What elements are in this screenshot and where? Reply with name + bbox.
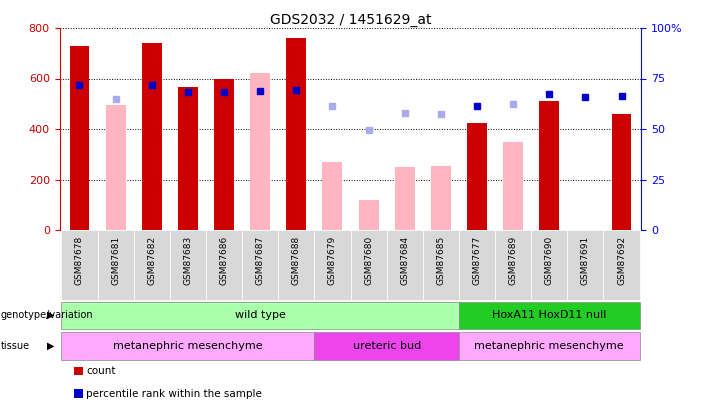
Bar bbox=[567, 230, 604, 300]
Bar bbox=[62, 332, 314, 360]
Bar bbox=[106, 105, 125, 230]
Bar bbox=[503, 142, 523, 230]
Text: percentile rank within the sample: percentile rank within the sample bbox=[86, 388, 262, 399]
Text: GSM87687: GSM87687 bbox=[256, 236, 265, 285]
Bar bbox=[314, 332, 459, 360]
Text: GSM87686: GSM87686 bbox=[219, 236, 229, 285]
Title: GDS2032 / 1451629_at: GDS2032 / 1451629_at bbox=[270, 13, 431, 27]
Text: GSM87690: GSM87690 bbox=[545, 236, 554, 285]
Bar bbox=[350, 230, 387, 300]
Text: GSM87678: GSM87678 bbox=[75, 236, 84, 285]
Bar bbox=[278, 230, 314, 300]
Bar bbox=[170, 230, 206, 300]
Text: metanephric mesenchyme: metanephric mesenchyme bbox=[475, 341, 624, 351]
Text: wild type: wild type bbox=[235, 310, 285, 320]
Bar bbox=[314, 230, 350, 300]
Bar bbox=[459, 332, 639, 360]
Bar bbox=[495, 230, 531, 300]
Text: ▶: ▶ bbox=[46, 341, 54, 351]
Bar bbox=[322, 162, 342, 230]
Bar bbox=[423, 230, 459, 300]
Bar bbox=[431, 166, 451, 230]
Bar bbox=[359, 200, 379, 230]
Bar bbox=[62, 301, 459, 328]
Bar bbox=[387, 230, 423, 300]
Text: GSM87684: GSM87684 bbox=[400, 236, 409, 285]
Bar bbox=[395, 167, 415, 230]
Text: tissue: tissue bbox=[1, 341, 30, 351]
Bar bbox=[206, 230, 242, 300]
Bar bbox=[459, 301, 639, 328]
Bar bbox=[531, 230, 567, 300]
Text: GSM87689: GSM87689 bbox=[509, 236, 517, 285]
Text: GSM87681: GSM87681 bbox=[111, 236, 120, 285]
Bar bbox=[604, 230, 639, 300]
Bar bbox=[142, 43, 162, 230]
Text: GSM87692: GSM87692 bbox=[617, 236, 626, 285]
Text: ureteric bud: ureteric bud bbox=[353, 341, 421, 351]
Bar bbox=[459, 230, 495, 300]
Text: GSM87691: GSM87691 bbox=[581, 236, 590, 285]
Text: GSM87688: GSM87688 bbox=[292, 236, 301, 285]
Bar bbox=[69, 46, 90, 230]
Bar bbox=[178, 87, 198, 230]
Bar bbox=[134, 230, 170, 300]
Text: ▶: ▶ bbox=[46, 310, 54, 320]
Text: count: count bbox=[86, 366, 116, 376]
Bar bbox=[539, 101, 559, 230]
Text: GSM87680: GSM87680 bbox=[364, 236, 373, 285]
Bar bbox=[214, 79, 234, 230]
Text: GSM87682: GSM87682 bbox=[147, 236, 156, 285]
Bar bbox=[97, 230, 134, 300]
Text: GSM87677: GSM87677 bbox=[472, 236, 482, 285]
Bar bbox=[62, 230, 97, 300]
Text: GSM87685: GSM87685 bbox=[436, 236, 445, 285]
Bar bbox=[286, 38, 306, 230]
Text: genotype/variation: genotype/variation bbox=[1, 310, 93, 320]
Text: GSM87679: GSM87679 bbox=[328, 236, 337, 285]
Bar bbox=[611, 114, 632, 230]
Bar bbox=[467, 123, 487, 230]
Bar bbox=[250, 73, 270, 230]
Text: metanephric mesenchyme: metanephric mesenchyme bbox=[113, 341, 263, 351]
Text: GSM87683: GSM87683 bbox=[184, 236, 192, 285]
Bar bbox=[242, 230, 278, 300]
Text: HoxA11 HoxD11 null: HoxA11 HoxD11 null bbox=[492, 310, 606, 320]
